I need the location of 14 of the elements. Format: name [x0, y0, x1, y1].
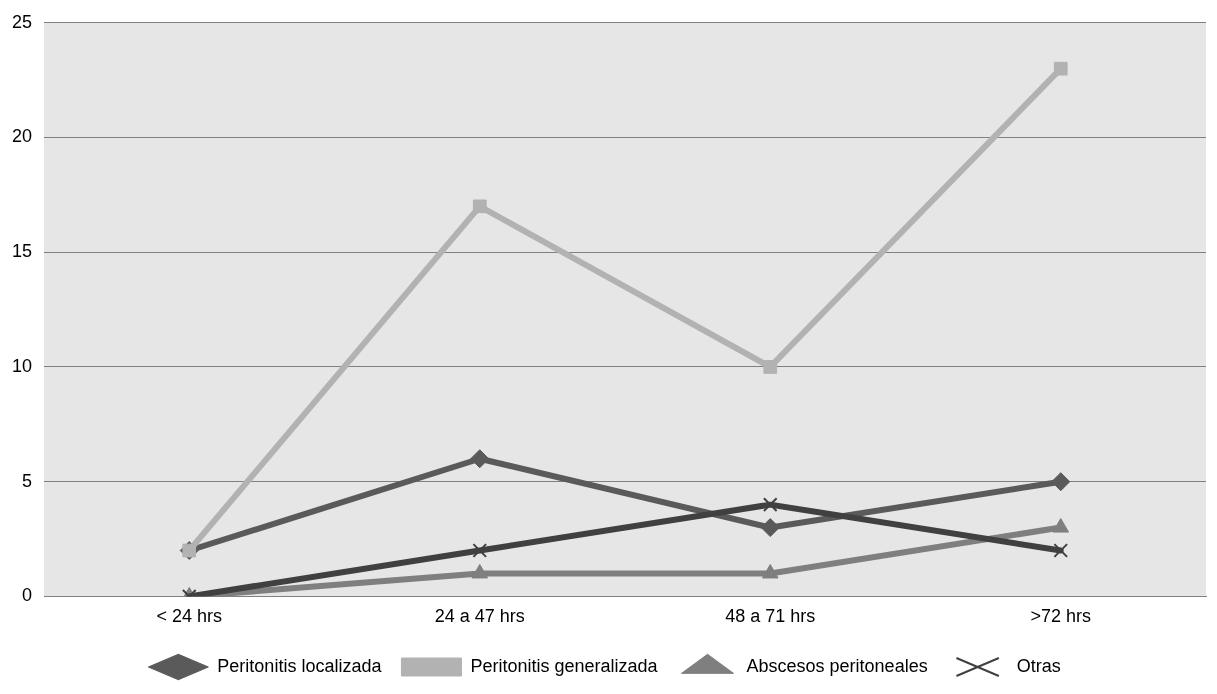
legend-label: Peritonitis localizada [217, 655, 383, 676]
y-tick-label: 0 [22, 585, 33, 606]
x-tick-label: < 24 hrs [156, 606, 223, 627]
legend-label: Otras [1016, 655, 1061, 676]
y-tick-label: 20 [11, 126, 33, 147]
y-tick-label: 10 [11, 355, 33, 376]
legend-label: Abscesos peritoneales [746, 655, 928, 676]
legend-label: Peritonitis generalizada [470, 655, 659, 676]
x-tick-label: >72 hrs [1030, 606, 1092, 627]
x-tick-label: 24 a 47 hrs [434, 606, 525, 627]
x-tick-label: 48 a 71 hrs [725, 606, 816, 627]
y-tick-label: 25 [11, 11, 33, 32]
y-tick-label: 5 [22, 470, 33, 491]
y-tick-label: 15 [11, 241, 33, 262]
